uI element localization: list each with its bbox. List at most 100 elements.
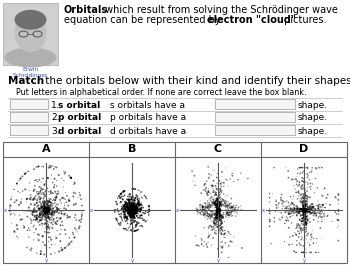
Point <box>225 206 230 210</box>
Point <box>130 194 136 198</box>
Point <box>53 205 58 209</box>
Point <box>297 165 302 170</box>
Point <box>22 172 28 176</box>
Point <box>215 209 220 213</box>
Point <box>295 209 301 213</box>
Point <box>320 205 326 209</box>
Point <box>298 196 303 200</box>
Point <box>72 235 77 239</box>
Point <box>215 210 221 214</box>
Point <box>38 218 44 222</box>
Point <box>36 194 42 198</box>
Point <box>54 184 60 188</box>
Point <box>301 196 306 200</box>
Point <box>205 217 211 221</box>
Point <box>63 232 68 236</box>
Point <box>128 210 134 214</box>
Point <box>47 210 52 214</box>
Point <box>229 204 234 208</box>
Text: pictures.: pictures. <box>281 15 327 25</box>
Point <box>130 206 135 210</box>
Point <box>55 229 60 233</box>
Point <box>33 218 38 222</box>
Point <box>215 214 221 218</box>
Point <box>53 234 59 238</box>
Point <box>125 207 131 211</box>
Point <box>208 198 213 202</box>
Point <box>295 206 301 210</box>
Point <box>113 200 119 204</box>
Point <box>296 209 302 214</box>
Point <box>130 206 136 210</box>
Point <box>301 208 307 212</box>
Point <box>294 225 300 229</box>
Point <box>52 220 58 225</box>
Point <box>224 203 229 207</box>
Point <box>46 209 52 213</box>
Point <box>198 211 203 215</box>
Point <box>28 193 33 197</box>
Point <box>129 205 134 209</box>
Point <box>301 208 307 212</box>
Point <box>40 211 46 216</box>
Point <box>38 180 44 185</box>
Point <box>303 193 308 198</box>
Point <box>211 219 217 223</box>
Point <box>213 202 218 206</box>
Point <box>296 208 302 212</box>
Point <box>302 218 307 223</box>
Point <box>301 207 307 211</box>
Point <box>43 207 48 212</box>
Point <box>132 206 138 210</box>
Point <box>123 200 128 204</box>
Point <box>125 200 130 204</box>
Point <box>45 208 51 213</box>
Point <box>300 200 306 204</box>
Point <box>132 207 138 211</box>
Point <box>217 212 222 216</box>
Point <box>58 201 64 205</box>
Point <box>267 218 273 222</box>
Point <box>128 208 134 213</box>
Text: y: y <box>302 258 306 263</box>
Point <box>127 213 133 218</box>
Point <box>208 214 214 218</box>
Point <box>45 207 51 211</box>
Point <box>127 209 133 213</box>
Point <box>43 208 49 212</box>
Point <box>291 207 297 212</box>
Point <box>316 250 322 254</box>
Point <box>44 208 49 212</box>
Point <box>309 165 315 170</box>
Point <box>217 213 223 217</box>
Point <box>44 207 50 212</box>
Point <box>130 199 135 204</box>
Point <box>26 235 32 239</box>
Point <box>213 215 218 219</box>
Point <box>139 201 145 205</box>
Point <box>132 187 138 191</box>
Point <box>215 209 221 213</box>
Point <box>116 212 122 216</box>
Point <box>221 202 227 207</box>
Point <box>126 210 132 214</box>
Point <box>45 207 51 211</box>
Point <box>301 200 307 204</box>
Point <box>140 196 146 200</box>
Point <box>216 202 222 206</box>
Point <box>198 207 203 211</box>
Point <box>295 207 301 211</box>
Point <box>129 208 135 212</box>
Point <box>48 206 53 210</box>
Point <box>79 204 85 208</box>
Point <box>124 202 130 206</box>
Point <box>304 214 309 219</box>
Point <box>29 218 34 223</box>
Point <box>299 183 304 188</box>
Point <box>37 195 43 200</box>
Point <box>209 215 215 220</box>
Point <box>45 206 51 210</box>
Point <box>217 193 223 197</box>
Point <box>218 217 224 222</box>
Point <box>304 209 309 213</box>
